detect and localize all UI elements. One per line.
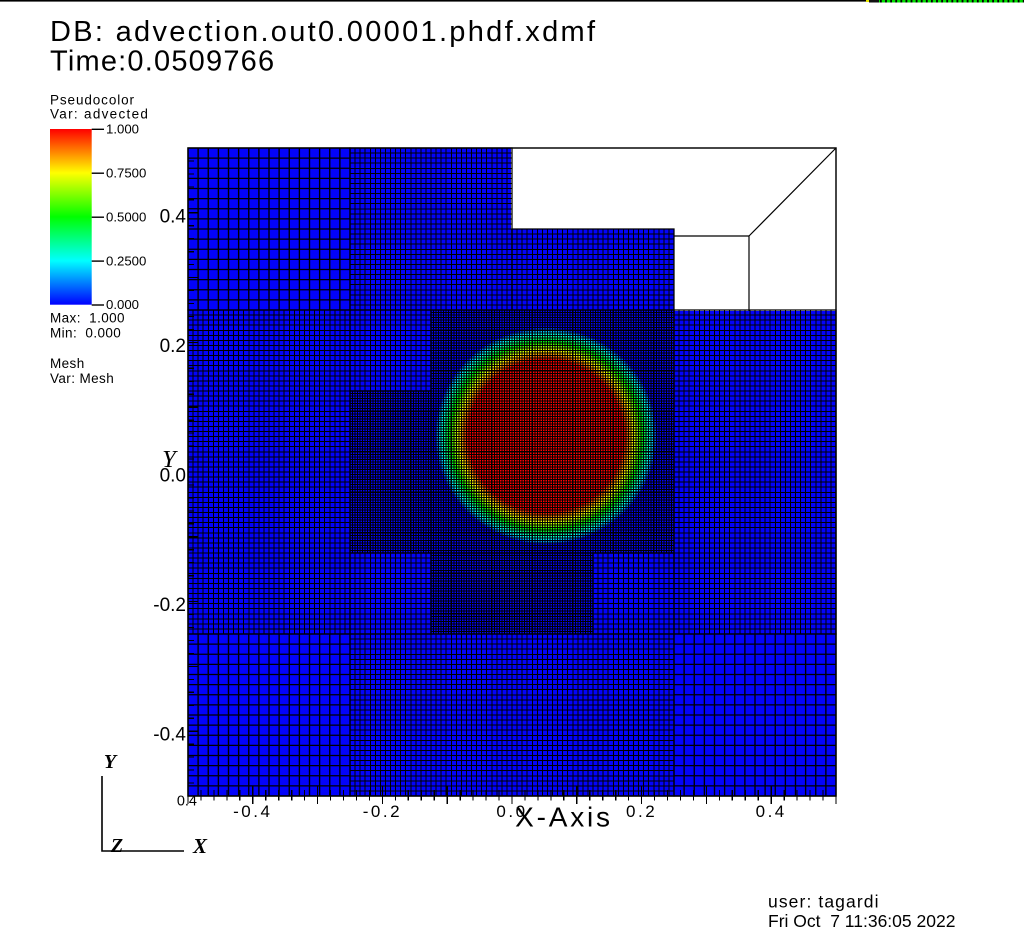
svg-text:X: X	[192, 834, 208, 858]
svg-text:X-Axis: X-Axis	[515, 802, 613, 833]
svg-text:Mesh: Mesh	[50, 356, 85, 371]
svg-text:DB: advection.out0.00001.phdf.: DB: advection.out0.00001.phdf.xdmf	[50, 16, 597, 48]
svg-text:0.4: 0.4	[177, 794, 197, 810]
svg-text:0.0: 0.0	[160, 466, 186, 487]
svg-text:0.5000: 0.5000	[106, 209, 146, 224]
svg-text:0.7500: 0.7500	[106, 165, 146, 180]
svg-text:0.0: 0.0	[496, 802, 527, 821]
svg-text:0.2500: 0.2500	[106, 253, 146, 268]
svg-text:Pseudocolor: Pseudocolor	[50, 93, 135, 108]
svg-text:-0.2: -0.2	[153, 595, 186, 616]
svg-text:0.4: 0.4	[756, 802, 787, 821]
svg-text:-0.2: -0.2	[363, 802, 402, 821]
svg-text:0.4: 0.4	[160, 206, 187, 227]
svg-text:Y: Y	[104, 751, 118, 773]
svg-text:Var: Mesh: Var: Mesh	[50, 371, 114, 386]
svg-text:Fri Oct 7 11:36:05 2022: Fri Oct 7 11:36:05 2022	[768, 911, 955, 931]
svg-text:Time:0.0509766: Time:0.0509766	[50, 46, 275, 78]
svg-text:0.2: 0.2	[160, 336, 186, 357]
svg-text:Z: Z	[110, 835, 123, 857]
svg-text:Min: 0.000: Min: 0.000	[50, 326, 121, 341]
svg-text:Max: 1.000: Max: 1.000	[50, 311, 125, 326]
svg-text:Y: Y	[162, 446, 178, 473]
svg-text:-0.4: -0.4	[233, 802, 272, 821]
svg-text:-0.4: -0.4	[153, 725, 186, 746]
svg-text:0.000: 0.000	[106, 297, 139, 312]
svg-text:1.000: 1.000	[106, 122, 139, 137]
svg-text:Var: advected: Var: advected	[50, 107, 149, 122]
svg-text:0.2: 0.2	[626, 802, 657, 821]
svg-text:user: tagardi: user: tagardi	[768, 892, 880, 912]
